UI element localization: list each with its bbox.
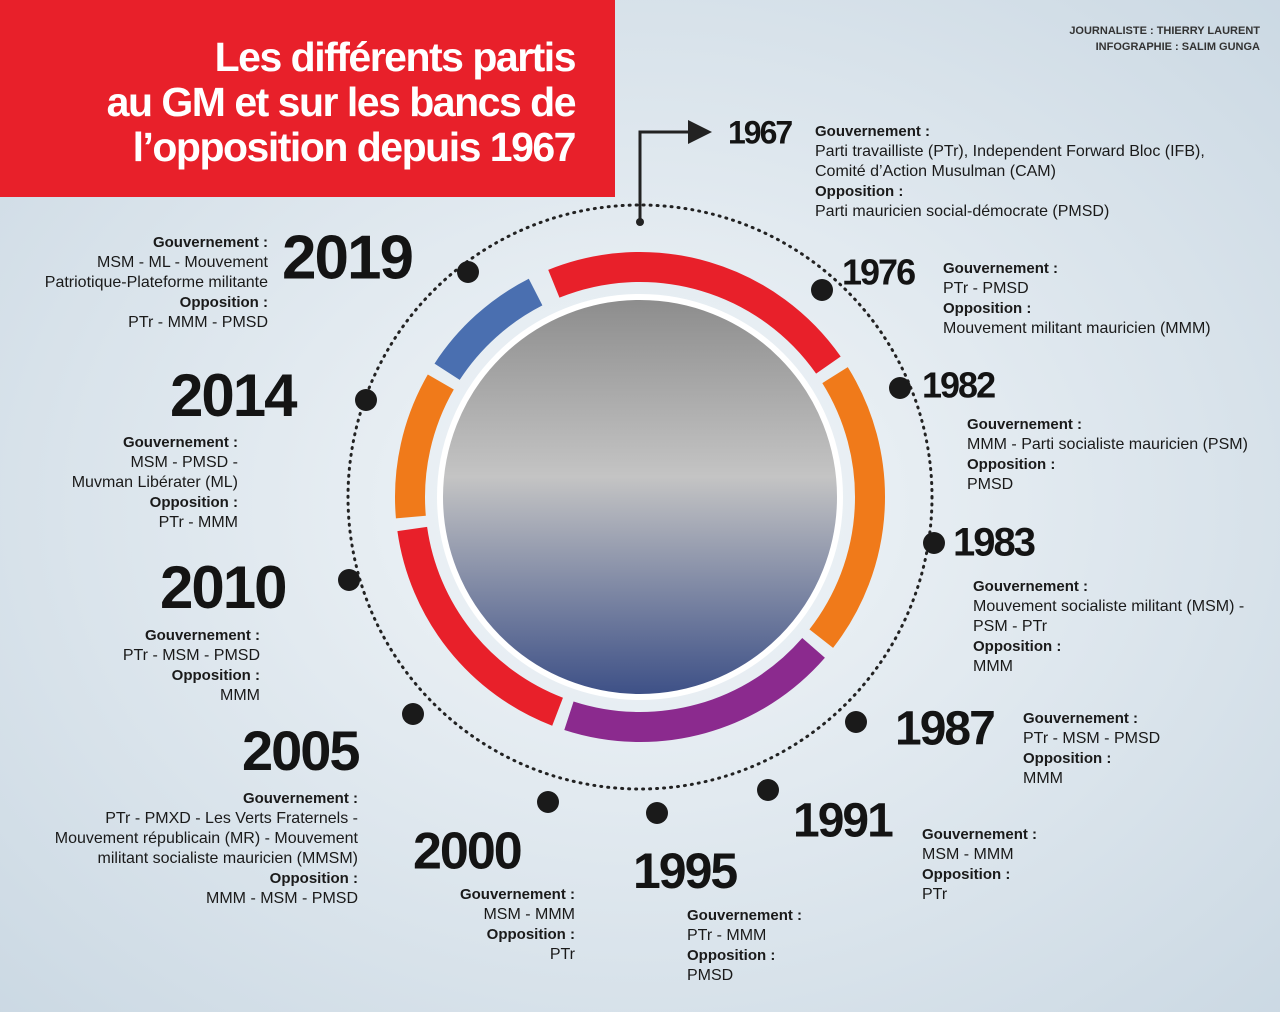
ring-segment (397, 526, 564, 726)
opposition-text: Parti mauricien social-démocrate (PMSD) (815, 203, 1109, 220)
timeline-dot (646, 802, 668, 824)
government-text: Patriotique-Plateforme militante (45, 274, 268, 291)
timeline-dot (537, 791, 559, 813)
government-text: MSM - ML - Mouvement (97, 254, 269, 271)
timeline-dot (457, 261, 479, 283)
opposition-text: PTr - MMM (159, 514, 238, 531)
photo-collage (440, 297, 840, 697)
government-label: Gouvernement : (815, 123, 930, 140)
year: 1982 (922, 365, 995, 406)
year: 2019 (282, 223, 412, 292)
government-label: Gouvernement : (922, 826, 1037, 843)
government-label: Gouvernement : (1023, 710, 1138, 727)
year: 2014 (170, 362, 298, 429)
government-label: Gouvernement : (145, 627, 260, 644)
timeline-dot (923, 532, 945, 554)
opposition-label: Opposition : (943, 300, 1031, 317)
start-arrow (638, 120, 712, 222)
government-text: PTr - PMXD - Les Verts Fraternels - (105, 810, 358, 827)
opposition-label: Opposition : (973, 638, 1061, 655)
timeline-dot (402, 703, 424, 725)
government-text: Comité d’Action Musulman (CAM) (815, 163, 1056, 180)
timeline-dot (845, 711, 867, 733)
government-text: Mouvement socialiste militant (MSM) - (973, 598, 1244, 615)
timeline-dot (636, 218, 644, 226)
opposition-text: PMSD (687, 967, 733, 984)
government-text: Parti travailliste (PTr), Independent Fo… (815, 143, 1205, 160)
government-text: PTr - MMM (687, 927, 766, 944)
timeline-ring (346, 203, 934, 791)
title-line: l’opposition depuis 1967 (133, 124, 575, 170)
year: 2010 (160, 554, 285, 621)
government-text: militant socialiste mauricien (MMSM) (98, 850, 359, 867)
government-label: Gouvernement : (687, 907, 802, 924)
title-line: Les différents partis (215, 34, 576, 80)
opposition-label: Opposition : (487, 926, 575, 943)
ring-segment (548, 252, 841, 374)
government-text: PTr - PMSD (943, 280, 1029, 297)
opposition-label: Opposition : (967, 456, 1055, 473)
timeline-dot (355, 389, 377, 411)
opposition-label: Opposition : (270, 870, 358, 887)
government-label: Gouvernement : (153, 234, 268, 251)
government-text: MSM - MMM (483, 906, 575, 923)
government-text: MSM - MMM (922, 846, 1014, 863)
year: 1967 (728, 114, 792, 150)
opposition-text: MMM (220, 687, 260, 704)
timeline-dot (889, 377, 911, 399)
opposition-label: Opposition : (687, 947, 775, 964)
opposition-label: Opposition : (150, 494, 238, 511)
government-label: Gouvernement : (943, 260, 1058, 277)
government-text: PTr - MSM - PMSD (1023, 730, 1160, 747)
government-text: PTr - MSM - PMSD (123, 647, 260, 664)
title-box (0, 0, 615, 197)
government-text: MSM - PMSD - (130, 454, 238, 471)
color-ring (395, 252, 885, 742)
ring-segment (564, 637, 825, 742)
opposition-text: Mouvement militant mauricien (MMM) (943, 320, 1211, 337)
government-label: Gouvernement : (460, 886, 575, 903)
opposition-label: Opposition : (172, 667, 260, 684)
title-line: au GM et sur les bancs de (107, 79, 576, 125)
opposition-text: MMM (973, 658, 1013, 675)
year: 2005 (242, 719, 359, 782)
year: 1991 (793, 795, 893, 848)
government-text: Muvman Libérater (ML) (72, 474, 238, 491)
photo-border (437, 294, 843, 700)
timeline-dot (338, 569, 360, 591)
timeline-dot (757, 779, 779, 801)
government-label: Gouvernement : (243, 790, 358, 807)
opposition-text: PTr (550, 946, 576, 963)
ring-segment (395, 374, 454, 519)
year: 1987 (895, 703, 994, 756)
opposition-label: Opposition : (922, 866, 1010, 883)
timeline-dot (811, 279, 833, 301)
credit: JOURNALISTE : THIERRY LAURENT (1069, 25, 1260, 37)
opposition-text: MMM (1023, 770, 1063, 787)
opposition-text: PTr (922, 886, 948, 903)
ring-segment (434, 278, 543, 381)
ring-segment (809, 367, 885, 648)
government-label: Gouvernement : (967, 416, 1082, 433)
government-text: PSM - PTr (973, 618, 1048, 635)
opposition-text: PTr - MMM - PMSD (128, 314, 268, 331)
opposition-text: MMM - MSM - PMSD (206, 890, 358, 907)
year: 1995 (633, 843, 737, 899)
opposition-label: Opposition : (180, 294, 268, 311)
government-label: Gouvernement : (973, 578, 1088, 595)
government-text: MMM - Parti socialiste mauricien (PSM) (967, 436, 1248, 453)
year: 1983 (953, 521, 1035, 565)
opposition-label: Opposition : (815, 183, 903, 200)
opposition-text: PMSD (967, 476, 1013, 493)
credit: INFOGRAPHIE : SALIM GUNGA (1096, 41, 1260, 53)
year: 1976 (842, 252, 915, 293)
opposition-label: Opposition : (1023, 750, 1111, 767)
government-label: Gouvernement : (123, 434, 238, 451)
government-text: Mouvement républicain (MR) - Mouvement (55, 830, 359, 847)
year: 2000 (413, 823, 521, 881)
